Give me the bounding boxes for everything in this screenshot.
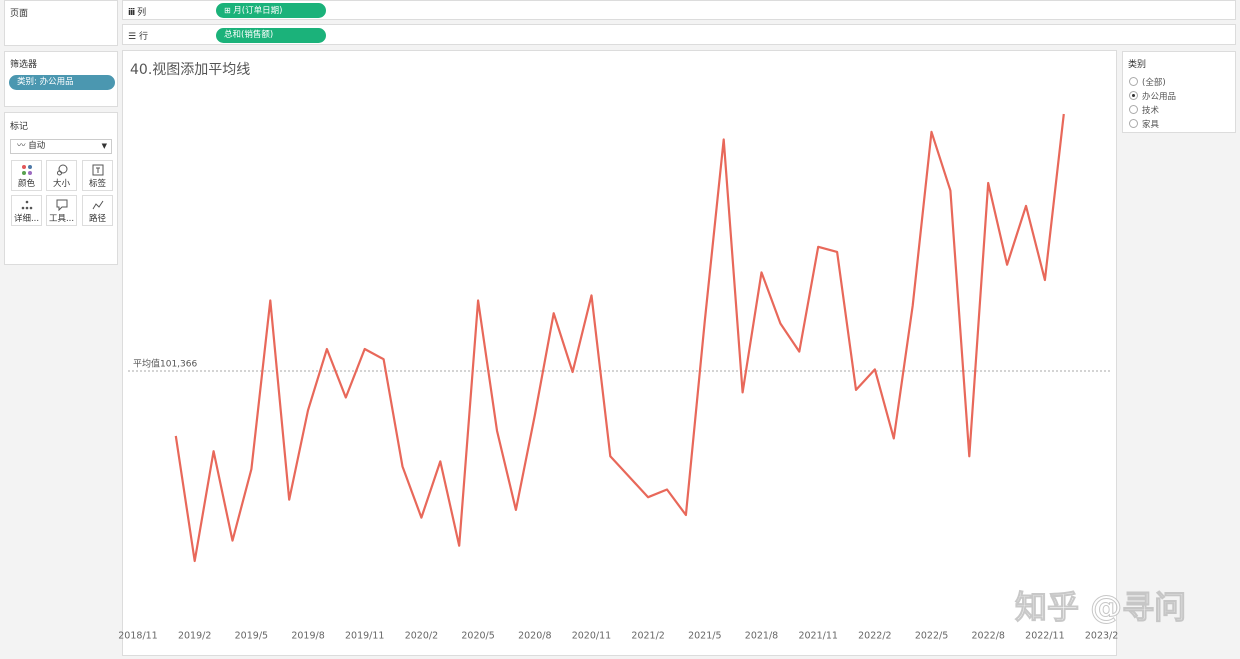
label-icon [92,164,103,176]
tooltip-button[interactable]: 工具... [46,195,77,226]
columns-label: iii 列 [128,8,147,18]
rows-pill[interactable]: 总和(销售额) [216,28,326,43]
x-tick-label: 2020/11 [572,631,611,642]
legend-option-text: (全部) [1142,78,1166,88]
x-tick-label: 2021/11 [798,631,837,642]
button-label: 详细... [13,214,40,224]
x-tick-label: 2018/11 [118,631,157,642]
filters-panel: 筛选器 类别: 办公用品 [4,51,118,107]
x-tick-label: 2022/11 [1025,631,1064,642]
rows-text: 行 [138,32,148,42]
x-tick-label: 2020/5 [461,631,494,642]
x-tick-label: 2019/11 [345,631,384,642]
radio [1129,105,1138,114]
radio [1129,91,1138,100]
button-label: 颜色 [17,179,35,189]
color-icon [21,165,32,175]
legend-option[interactable]: 技术 [1129,104,1159,116]
marks-title: 标记 [10,122,29,132]
filter-pill-text: 类别: 办公用品 [17,77,74,87]
average-label: 平均值101,366 [133,358,197,370]
label-button[interactable]: 标签 [82,160,113,191]
legend-option-text: 家具 [1142,120,1160,130]
button-label: 路径 [88,214,106,224]
x-tick-label: 2022/8 [972,631,1005,642]
legend-title: 类别 [1128,60,1147,70]
rows-shelf: ☰ 行 总和(销售额) [122,24,1236,45]
radio [1129,119,1138,128]
x-tick-label: 2020/2 [405,631,438,642]
legend-option-text: 技术 [1142,106,1160,116]
size-icon [56,164,67,176]
columns-pill[interactable]: ⊞ 月(订单日期) [216,3,326,18]
legend-card: 类别 (全部) 办公用品技术家具 [1122,51,1236,133]
data-line [174,113,1065,563]
filters-title: 筛选器 [10,60,38,70]
legend-option[interactable]: (全部) [1129,76,1166,88]
watermark: 知乎 @寻问 [1015,588,1186,626]
filter-pill[interactable]: 类别: 办公用品 [9,75,115,90]
button-label: 标签 [88,179,106,189]
path-button[interactable]: 路径 [82,195,113,226]
radio [1129,77,1138,86]
color-button[interactable]: 颜色 [11,160,42,191]
x-tick-label: 2021/8 [745,631,778,642]
x-tick-label: 2019/5 [235,631,268,642]
legend-option[interactable]: 家具 [1129,118,1159,130]
mark-type: 自动 [28,141,46,151]
size-button[interactable]: 大小 [46,160,77,191]
rows-label: ☰ 行 [128,32,148,42]
pages-panel: 页面 [4,0,118,46]
path-icon [92,200,103,210]
columns-pill-text: 月(订单日期) [233,6,283,16]
x-tick-label: 2019/8 [291,631,324,642]
columns-text: 列 [137,8,147,18]
x-tick-label: 2021/5 [688,631,721,642]
x-tick-label: 2022/2 [858,631,891,642]
x-tick-label: 2020/8 [518,631,551,642]
x-tick-label: 2021/2 [631,631,664,642]
legend-option[interactable]: 办公用品 [1129,90,1176,102]
columns-shelf: iii 列 ⊞ 月(订单日期) [122,0,1236,20]
button-label: 工具... [48,214,75,224]
button-label: 大小 [52,179,70,189]
tooltip-icon [56,199,67,211]
sheet [122,50,1117,656]
x-tick-label: 2023/2 [1085,631,1118,642]
marks-panel: 标记 〰 自动 ▼ 颜色 大小 标签 详细... 工具... 路径 [4,112,118,265]
chart-title: 40.视图添加平均线 [130,62,250,78]
legend-option-text: 办公用品 [1142,92,1177,102]
x-tick-label: 2019/2 [178,631,211,642]
x-tick-label: 2022/5 [915,631,948,642]
rows-pill-text: 总和(销售额) [224,30,274,40]
pages-title: 页面 [10,9,29,19]
mark-type-dropdown[interactable]: 〰 自动 ▼ [10,139,112,154]
detail-button[interactable]: 详细... [11,195,42,226]
detail-icon [21,200,32,210]
